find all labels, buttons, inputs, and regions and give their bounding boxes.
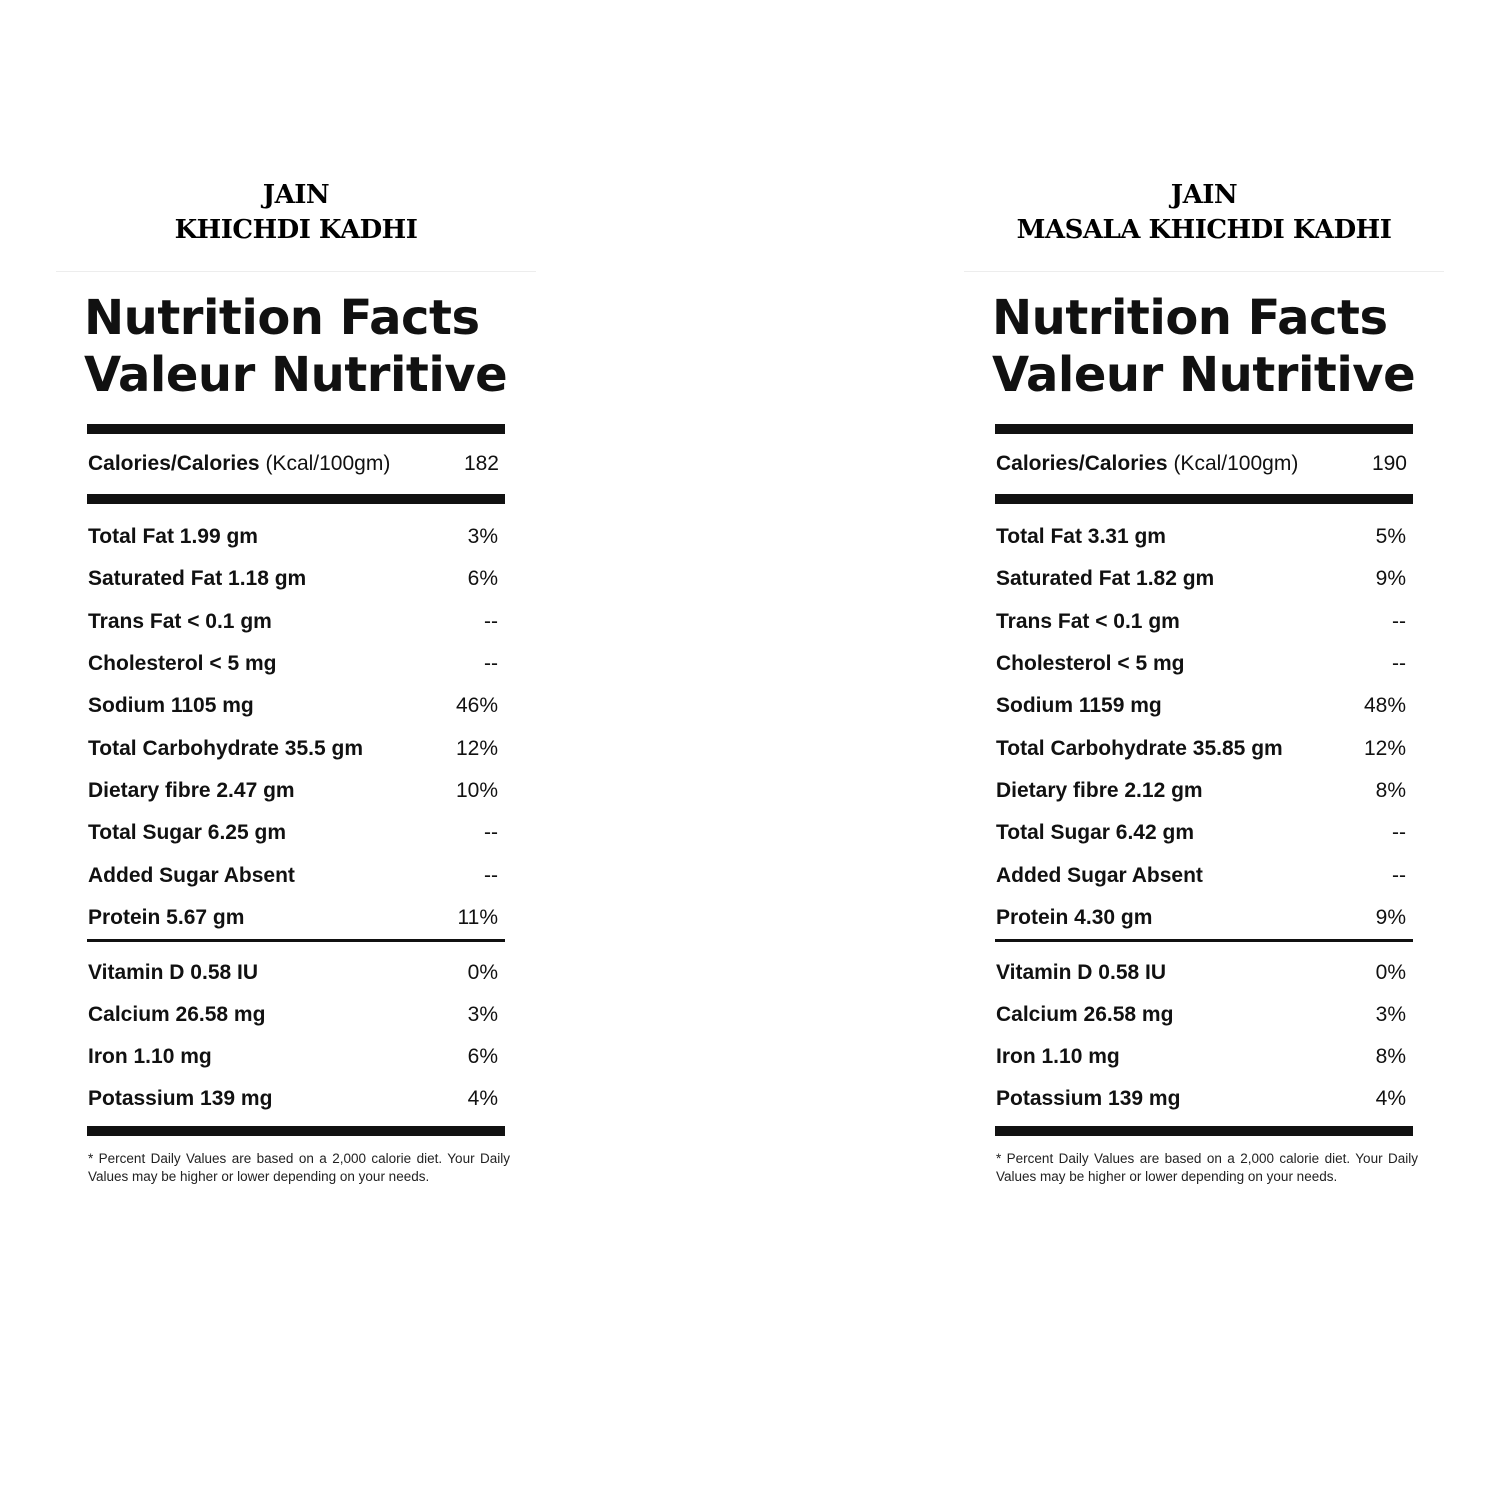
nutrient-row: Trans Fat < 0.1 gm -- [996,609,1406,633]
nutrient-row: Saturated Fat 1.82 gm 9% [996,567,1406,591]
title-divider [964,271,1444,272]
product-title-line1: JAIN [262,180,330,210]
vitamin-list: Vitamin D 0.58 IU 0% Calcium 26.58 mg 3% I… [996,942,1410,1126]
product-title: JAIN KHICHDI KADHI [56,178,536,248]
vitamin-list: Vitamin D 0.58 IU 0% Calcium 26.58 mg 3% I… [88,942,502,1126]
heading-french: Valeur Nutritive [992,347,1416,403]
product-title-line2: KHICHDI KADHI [174,215,418,245]
product-title: JAIN MASALA KHICHDI KADHI [964,178,1444,248]
nutrition-panel-left: JAIN KHICHDI KADHI Nutrition Facts Valeu… [56,0,536,1500]
nutrient-row: Total Sugar 6.25 gm -- [88,821,498,845]
nutrient-row: Total Carbohydrate 35.5 gm 12% [88,736,498,760]
nutrient-list: Total Fat 1.99 gm 3% Saturated Fat 1.18 g… [88,504,502,939]
nutrition-label: Nutrition Facts Valeur Nutritive Calorie… [992,290,1418,1186]
calories-value: 182 [463,452,499,475]
vitamin-row: Potassium 139 mg 4% [88,1086,498,1110]
product-title-line1: JAIN [1170,180,1238,210]
nutrient-row: Sodium 1105 mg 46% [88,694,498,718]
calories-label: Calories/Calories (Kcal/100gm) [88,452,391,475]
thin-rule [995,938,1413,942]
nutrient-row: Added Sugar Absent -- [88,863,498,887]
thick-rule [995,424,1413,434]
nutrient-row: Total Carbohydrate 35.85 gm 12% [996,736,1406,760]
calories-row: Calories/Calories (Kcal/100gm) 190 [996,434,1410,494]
vitamin-row: Vitamin D 0.58 IU 0% [996,960,1406,984]
nutrient-row: Total Sugar 6.42 gm -- [996,821,1406,845]
footnote: * Percent Daily Values are based on a 2,… [88,1150,510,1184]
heading-french: Valeur Nutritive [84,347,508,403]
vitamin-row: Calcium 26.58 mg 3% [88,1002,498,1026]
nutrient-row: Dietary fibre 2.47 gm 10% [88,778,498,802]
nutrient-row: Added Sugar Absent -- [996,863,1406,887]
nutrient-row: Trans Fat < 0.1 gm -- [88,609,498,633]
thick-rule [995,1125,1413,1136]
vitamin-row: Calcium 26.58 mg 3% [996,1002,1406,1026]
nutrient-row: Protein 5.67 gm 11% [88,905,498,929]
thick-rule [87,494,505,504]
nutrition-panel-right: JAIN MASALA KHICHDI KADHI Nutrition Fact… [964,0,1444,1500]
thick-rule [87,424,505,434]
nutrient-row: Total Fat 3.31 gm 5% [996,525,1406,549]
calories-value: 190 [1371,452,1407,475]
nutrient-row: Total Fat 1.99 gm 3% [88,525,498,549]
nutrient-row: Saturated Fat 1.18 gm 6% [88,567,498,591]
heading-english: Nutrition Facts [84,290,480,346]
vitamin-row: Potassium 139 mg 4% [996,1086,1406,1110]
nutrition-label: Nutrition Facts Valeur Nutritive Calorie… [84,290,510,1186]
nutrient-list: Total Fat 3.31 gm 5% Saturated Fat 1.82 g… [996,504,1410,939]
thin-rule [87,938,505,942]
nutrient-row: Cholesterol < 5 mg -- [88,652,498,676]
title-divider [56,271,536,272]
heading-english: Nutrition Facts [992,290,1388,346]
footnote: * Percent Daily Values are based on a 2,… [996,1150,1418,1184]
thick-rule [87,1125,505,1136]
nutrient-row: Sodium 1159 mg 48% [996,694,1406,718]
vitamin-row: Vitamin D 0.58 IU 0% [88,960,498,984]
vitamin-row: Iron 1.10 mg 6% [88,1044,498,1068]
calories-row: Calories/Calories (Kcal/100gm) 182 [88,434,502,494]
product-title-line2: MASALA KHICHDI KADHI [1016,215,1392,245]
vitamin-row: Iron 1.10 mg 8% [996,1044,1406,1068]
nutrient-row: Dietary fibre 2.12 gm 8% [996,778,1406,802]
nutrient-row: Protein 4.30 gm 9% [996,905,1406,929]
nutrient-row: Cholesterol < 5 mg -- [996,652,1406,676]
thick-rule [995,494,1413,504]
calories-label: Calories/Calories (Kcal/100gm) [996,452,1299,475]
